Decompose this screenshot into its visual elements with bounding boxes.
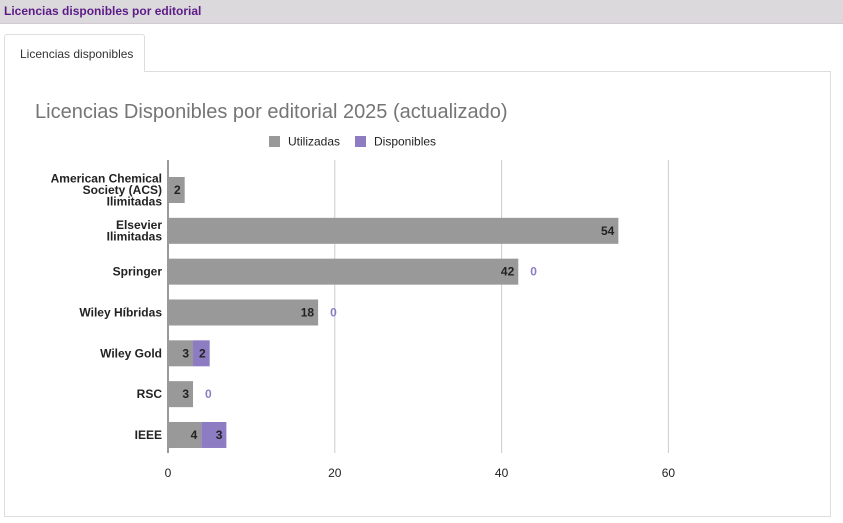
- bar-label-disponibles: 0: [205, 387, 212, 401]
- bar-label-utilizadas: 42: [501, 265, 515, 279]
- legend-swatch-utilizadas: [269, 136, 280, 147]
- bar-label-utilizadas: 3: [182, 346, 189, 360]
- bar-utilizadas: [168, 177, 185, 203]
- bar-label-utilizadas: 54: [601, 224, 615, 238]
- bar-label-disponibles: 0: [530, 265, 537, 279]
- bar-label-disponibles: 2: [199, 346, 206, 360]
- bar-label-utilizadas: 18: [301, 305, 315, 319]
- category-label: Wiley Híbridas: [79, 305, 162, 319]
- bar-label-utilizadas: 2: [174, 183, 181, 197]
- category-label: Ilimitadas: [107, 230, 163, 244]
- bar-label-disponibles: 3: [216, 428, 223, 442]
- bar-disponibles: [201, 421, 227, 448]
- bar-label-utilizadas: 4: [191, 428, 198, 442]
- bar-utilizadas: [168, 299, 319, 326]
- legend-label-disponibles: Disponibles: [374, 135, 436, 149]
- category-label: Wiley Gold: [100, 346, 162, 360]
- tab-content-panel: [4, 71, 831, 517]
- chart-title: Licencias Disponibles por editorial 2025…: [35, 101, 508, 123]
- bar-utilizadas: [168, 340, 194, 367]
- category-label: Society (ACS): [83, 183, 162, 197]
- bar-utilizadas: [168, 421, 202, 448]
- category-label: Ilimitadas: [107, 195, 163, 209]
- bar-disponibles: [193, 340, 210, 367]
- x-tick-label: 60: [662, 466, 676, 480]
- bar-label-utilizadas: 3: [182, 387, 189, 401]
- panel-header: Licencias disponibles por editorial: [0, 0, 843, 24]
- tab-label: Licencias disponibles: [20, 47, 134, 61]
- legend-label-utilizadas: Utilizadas: [288, 135, 340, 149]
- bar-utilizadas: [168, 381, 194, 408]
- tab-licencias-disponibles[interactable]: Licencias disponibles: [4, 34, 145, 72]
- category-label: American Chemical: [51, 172, 162, 186]
- category-label: RSC: [137, 387, 163, 401]
- x-tick-label: 40: [495, 466, 509, 480]
- x-tick-label: 0: [165, 466, 172, 480]
- bar-utilizadas: [168, 258, 519, 285]
- bar-label-disponibles: 0: [330, 305, 337, 319]
- x-axis-ticks: 0 20 40 60: [165, 466, 676, 480]
- category-label: IEEE: [135, 428, 162, 442]
- category-label: Springer: [113, 265, 163, 279]
- panel-title: Licencias disponibles por editorial: [4, 4, 202, 18]
- legend-swatch-disponibles: [355, 136, 366, 147]
- x-tick-label: 20: [328, 466, 342, 480]
- category-label: Elsevier: [116, 218, 162, 232]
- chart-legend: Utilizadas Disponibles: [269, 135, 436, 149]
- bar-utilizadas: [168, 217, 619, 244]
